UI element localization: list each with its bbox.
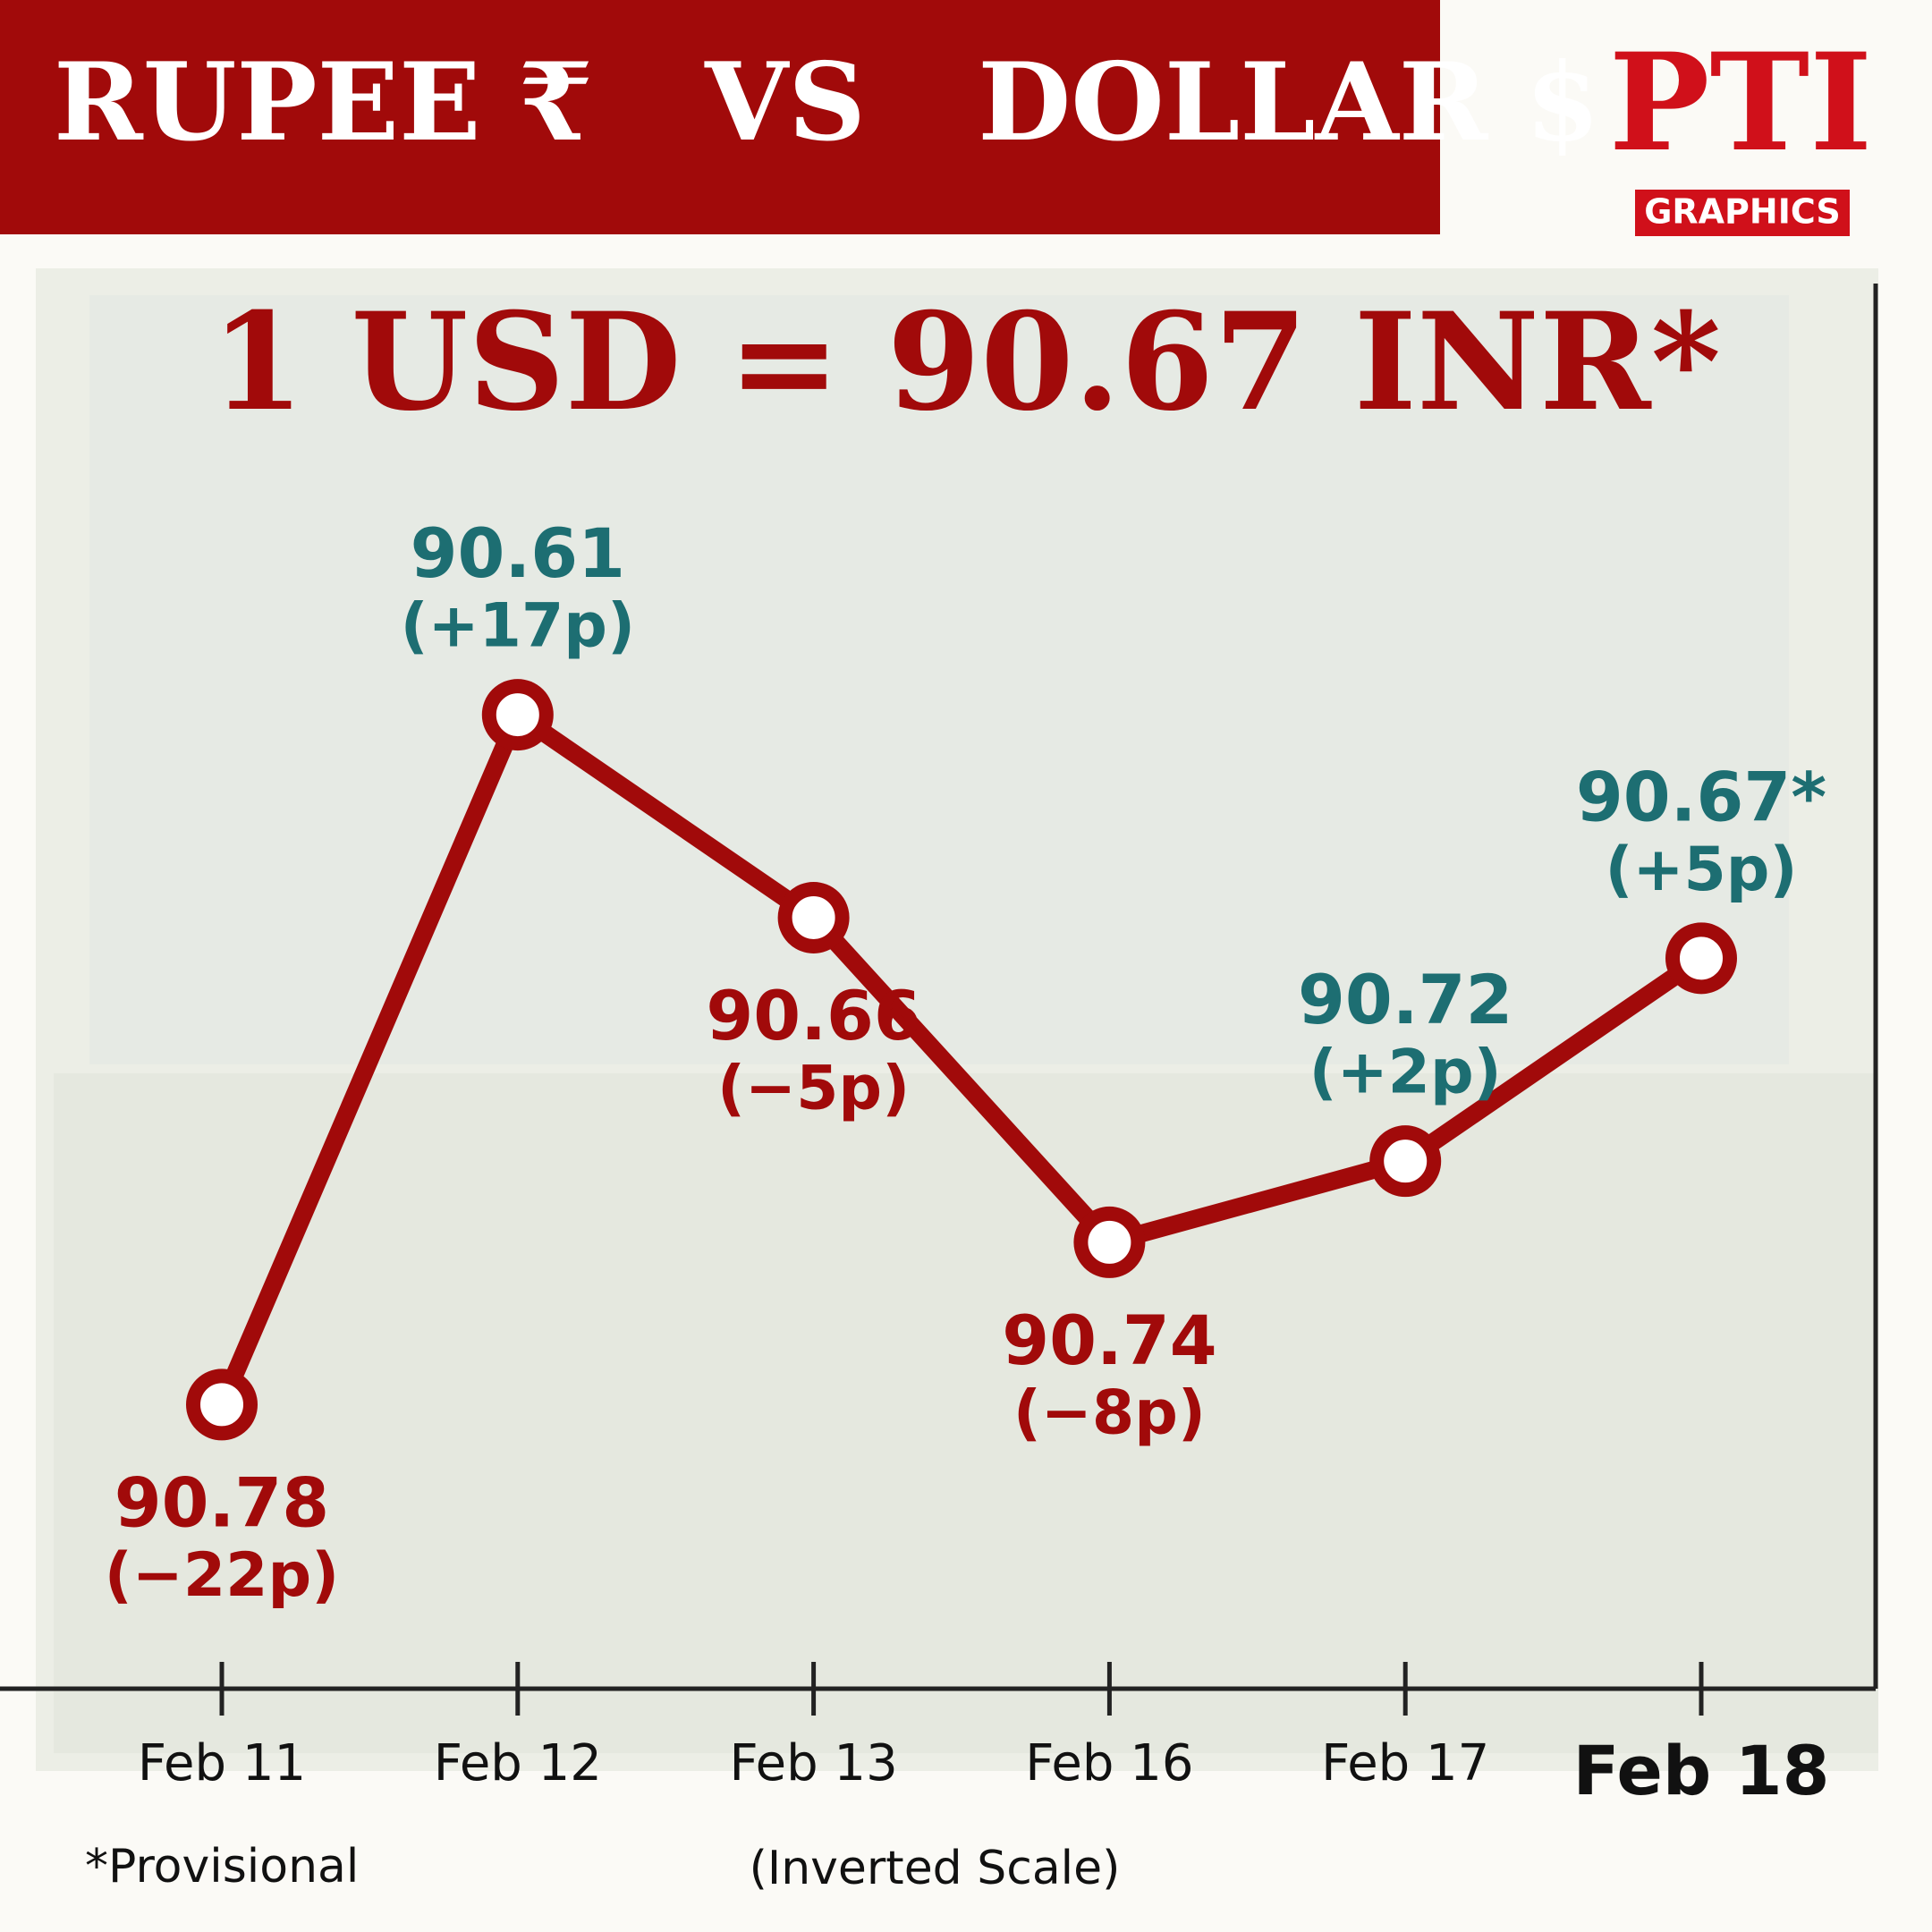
rupee-note <box>89 295 1789 1064</box>
value-label: 90.72 <box>1298 960 1513 1039</box>
point <box>186 1368 258 1441</box>
logo-caption: GRAPHICS <box>1644 192 1841 232</box>
note-provisional: *Provisional <box>85 1840 359 1894</box>
change-label: (+5p) <box>1605 835 1797 905</box>
value-label: 90.78 <box>114 1462 329 1542</box>
x-tick-label: Feb 12 <box>434 1734 602 1792</box>
change-label: (−8p) <box>1013 1377 1206 1448</box>
change-label: (+17p) <box>401 591 635 662</box>
change-label: (+2p) <box>1309 1038 1502 1108</box>
logo-mark: PTI <box>1609 24 1873 182</box>
x-tick-label: Feb 13 <box>729 1734 897 1792</box>
x-tick-label: Feb 16 <box>1025 1734 1193 1792</box>
point <box>1665 922 1737 995</box>
point <box>1073 1206 1146 1278</box>
x-tick-label: Feb 17 <box>1321 1734 1489 1792</box>
note-scale: (Inverted Scale) <box>750 1842 1121 1895</box>
value-label: 90.74 <box>1002 1301 1216 1380</box>
logo: PTI GRAPHICS <box>1609 24 1873 236</box>
subtitle: 1 USD = 90.67 INR* <box>211 284 1721 441</box>
dollar-note <box>54 1073 1878 1753</box>
point <box>1369 1125 1442 1198</box>
point <box>481 679 554 751</box>
logo-caption-bg <box>1635 190 1850 236</box>
chart-title: RUPEE ₹ VS DOLLAR $ <box>54 39 1600 165</box>
x-tick-label: Feb 18 <box>1572 1731 1829 1810</box>
change-label: (−22p) <box>105 1540 339 1611</box>
value-label: 90.66 <box>706 976 920 1055</box>
header-band <box>0 0 1440 234</box>
line <box>213 706 1707 1409</box>
change-label: (−5p) <box>717 1053 910 1123</box>
value-label: 90.67* <box>1576 757 1826 836</box>
point <box>777 881 850 953</box>
x-tick-label: Feb 11 <box>138 1734 306 1792</box>
value-label: 90.61 <box>411 513 625 593</box>
